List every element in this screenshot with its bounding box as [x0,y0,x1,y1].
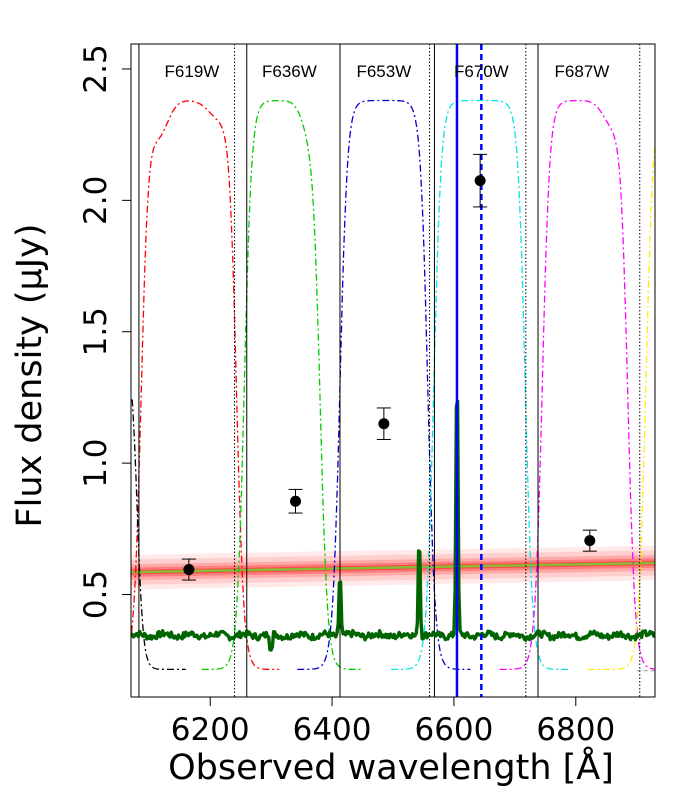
spectrum-layer [131,399,655,652]
x-tick-label-6200: 6200 [171,712,250,748]
filter-label-f670w: F670W [454,62,509,81]
fit-median-line [131,561,655,574]
photometry-points [181,153,597,581]
filter-curve-black [131,399,186,671]
photometry-point-1 [290,495,302,507]
filter-labels: F619W F636W F653W F670W F687W [165,62,610,81]
y-tick-label-1.5: 1.5 [78,307,114,356]
photometry-point-0 [183,564,195,576]
x-axis-title: Observed wavelength [Å] [168,745,614,788]
x-tick-label-6400: 6400 [293,712,372,748]
y-tick-label-2: 2.0 [78,176,114,225]
filter-label-f653w: F653W [356,62,411,81]
filter-curve-f619w [131,100,280,671]
reference-lines [455,44,483,697]
y-tick-label-1: 1.0 [78,438,114,487]
y-tick-label-0.5: 0.5 [78,570,114,619]
photometry-point-4 [584,535,596,547]
plot-frame [130,43,656,698]
x-tick-label-6800: 6800 [536,712,615,748]
filter-boundary-lines [138,44,641,697]
filter-curve-f670w [391,99,568,671]
filter-transmission-curves [131,99,655,672]
filter-label-f636w: F636W [262,62,317,81]
photometry-point-2 [378,418,390,430]
filter-label-f619w: F619W [165,62,220,81]
filter-curve-f687w [499,99,655,671]
photometry-point-3 [474,175,486,187]
y-axis-title: Flux density (μJy) [10,224,50,528]
filter-curve-yellow [588,143,655,671]
spectrum-line [131,399,655,652]
axes: 6200 6400 6600 6800 0.5 1.0 1.5 2.0 2.5 Observed … [10,43,656,788]
filter-curve-f636w [201,99,363,671]
x-tick-label-6600: 6600 [414,712,493,748]
y-tick-label-2.5: 2.5 [78,44,114,93]
filter-curve-f653w [297,99,471,671]
filter-label-f687w: F687W [554,62,609,81]
continuum-fit-band [131,545,655,590]
